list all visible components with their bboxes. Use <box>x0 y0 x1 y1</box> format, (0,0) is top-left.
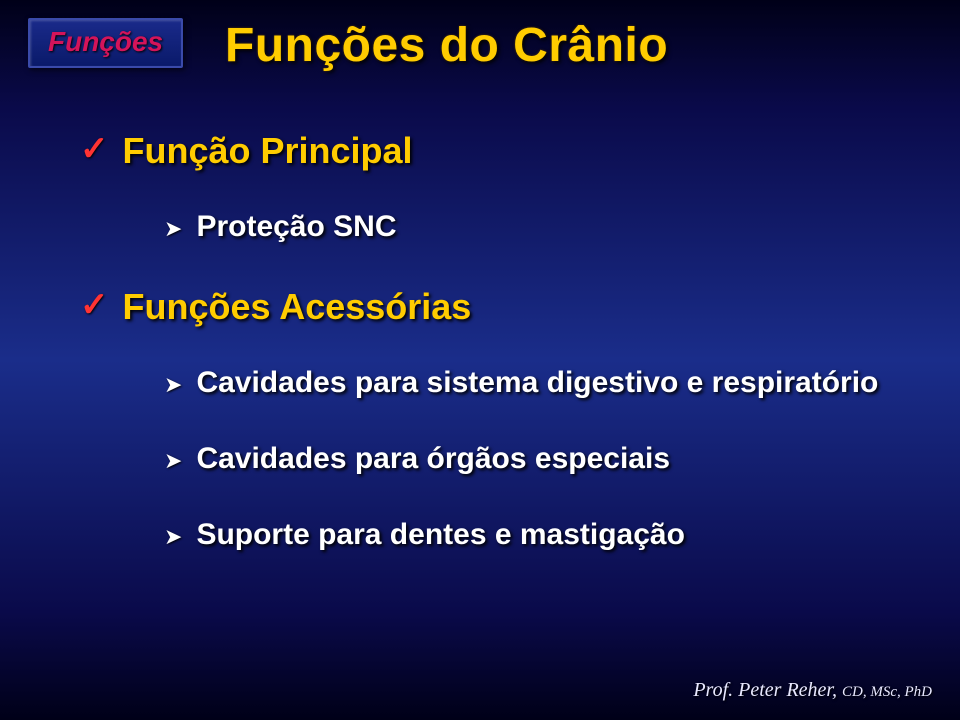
heading-2: ✓ Funções Acessórias <box>80 286 900 328</box>
bullet-text: Cavidades para sistema digestivo e respi… <box>196 366 878 400</box>
bullet-item: ➤ Cavidades para órgãos especiais <box>164 442 900 476</box>
bullet-item: ➤ Suporte para dentes e mastigação <box>164 518 900 552</box>
slide-content: ✓ Função Principal ➤ Proteção SNC ✓ Funç… <box>80 130 900 594</box>
bullet-text: Cavidades para órgãos especiais <box>196 442 670 476</box>
checkmark-icon: ✓ <box>80 132 109 166</box>
heading-1: ✓ Função Principal <box>80 130 900 172</box>
heading-1-text: Função Principal <box>123 130 413 172</box>
arrow-icon: ➤ <box>164 448 182 474</box>
section-badge-label: Funções <box>48 26 163 57</box>
arrow-icon: ➤ <box>164 524 182 550</box>
bullet-item: ➤ Proteção SNC <box>164 210 900 244</box>
checkmark-icon: ✓ <box>80 288 109 322</box>
arrow-icon: ➤ <box>164 372 182 398</box>
arrow-icon: ➤ <box>164 216 182 242</box>
heading-2-text: Funções Acessórias <box>123 286 472 328</box>
bullet-item: ➤ Cavidades para sistema digestivo e res… <box>164 366 900 400</box>
bullet-text: Proteção SNC <box>196 210 396 244</box>
slide-footer: Prof. Peter Reher, CD, MSc, PhD <box>693 679 932 702</box>
footer-author: Prof. Peter Reher, <box>693 679 842 701</box>
footer-credentials: CD, MSc, PhD <box>842 684 932 700</box>
slide-title: Funções do Crânio <box>225 18 668 73</box>
section-badge: Funções <box>28 18 183 68</box>
bullet-text: Suporte para dentes e mastigação <box>196 518 685 552</box>
